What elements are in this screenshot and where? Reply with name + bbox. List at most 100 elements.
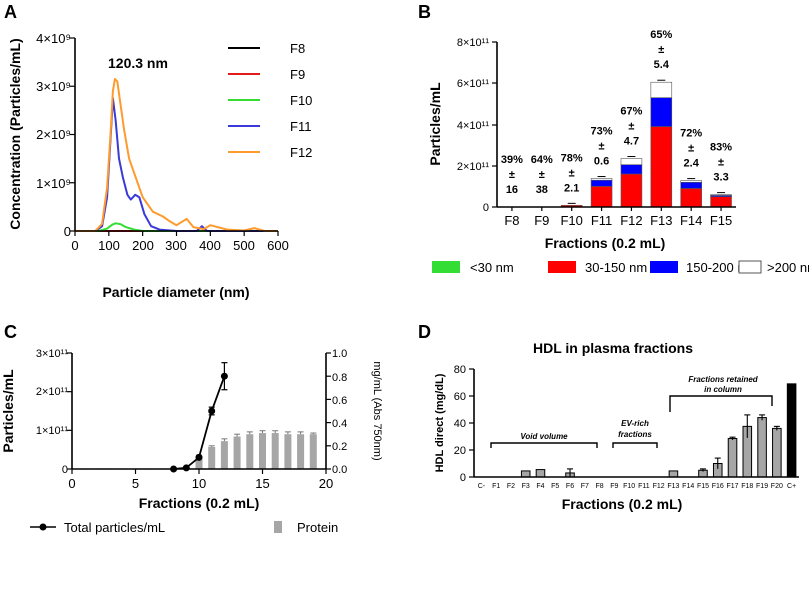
panel-d-xtick: F17 <box>726 483 738 490</box>
panel-a-ytick: 0 <box>64 224 71 239</box>
panel-c-y2tick: 0.6 <box>332 395 347 407</box>
bracket-label-ev-rich-1: EV-rich <box>621 419 649 428</box>
bar-annotation: 67% <box>620 106 642 118</box>
panel-b-letter: B <box>418 2 431 22</box>
panel-b-ytick: 6×10¹¹ <box>457 78 489 90</box>
panel-d-xtick: F13 <box>667 483 679 490</box>
panel-a-xtick: 100 <box>98 238 120 253</box>
panel-a-xtick: 0 <box>71 238 78 253</box>
panel-d-xtick: F16 <box>712 483 724 490</box>
legend-label-protein: Protein <box>297 520 338 535</box>
panel-b-xtick: F14 <box>680 213 702 228</box>
bar-annotation: ± <box>599 141 605 153</box>
protein-bar <box>233 436 241 469</box>
total-particles-point <box>208 407 216 415</box>
panel-d-xtick: C- <box>478 483 486 490</box>
legend-label-f9: F9 <box>290 67 305 82</box>
panel-d-letter: D <box>418 322 431 342</box>
panel-c-ticks <box>67 352 331 474</box>
hdl-bar-f3 <box>520 470 531 478</box>
bar-annotation: 4.7 <box>624 136 639 148</box>
panel-c-ytick: 1×10¹¹ <box>36 425 68 437</box>
bar-annotation: 72% <box>680 128 702 140</box>
panel-d-xtick: F7 <box>581 483 589 490</box>
panel-a-xtick: 400 <box>199 238 221 253</box>
panel-a-ytick: 4×10⁹ <box>36 31 71 46</box>
bar-segment-f12 <box>620 164 643 175</box>
bar-annotation: 5.4 <box>654 59 670 71</box>
panel-d-xtick: F8 <box>595 483 603 490</box>
bar-segment-f11 <box>590 179 613 187</box>
legend-label-f12: F12 <box>290 145 312 160</box>
legend-label-lt30: <30 nm <box>470 260 514 275</box>
bar-annotation: 0.6 <box>594 156 609 168</box>
bar-segment-f12 <box>620 173 643 208</box>
protein-bar <box>259 433 266 469</box>
panel-d-xtick: F5 <box>551 483 559 490</box>
protein-bar <box>195 456 203 469</box>
panel-b-xlabel: Fractions (0.2 mL) <box>545 235 666 251</box>
legend-label-f11: F11 <box>290 119 311 134</box>
panel-d-ytick: 40 <box>454 418 466 430</box>
total-particles-point <box>220 372 228 380</box>
panel-a-ytick: 2×10⁹ <box>36 127 71 142</box>
panel-c-xtick: 10 <box>192 476 206 491</box>
legend-label-f10: F10 <box>290 93 312 108</box>
panel-b-xtick: F13 <box>650 213 672 228</box>
panel-b-xtick: F8 <box>504 213 519 228</box>
panel-c-xtick: 15 <box>255 476 269 491</box>
protein-bar <box>297 434 305 469</box>
panel-a-ylabel: Concentration (Particles/mL) <box>7 38 23 229</box>
total-particles-point <box>182 464 190 472</box>
hdl-bar-f19 <box>757 417 767 478</box>
panel-d-ytick: 0 <box>460 472 466 484</box>
bar-annotation: ± <box>718 157 724 169</box>
bar-segment-f14 <box>680 188 702 208</box>
panel-d-xlabel: Fractions (0.2 mL) <box>562 496 683 512</box>
bar-annotation: 2.4 <box>684 158 700 170</box>
panel-d-xtick: F4 <box>536 483 544 490</box>
panel-a-letter: A <box>4 2 17 22</box>
bar-segment-f14 <box>680 181 702 189</box>
bar-annotation: 78% <box>561 152 583 164</box>
bracket-label-retained-1: Fractions retained <box>688 375 758 384</box>
panel-c-y2label: mg/mL (Abs 750nm) <box>371 361 383 460</box>
series-line-f11 <box>75 97 278 232</box>
panel-b-ytick: 8×10¹¹ <box>457 37 489 49</box>
hdl-bar-f4 <box>535 469 546 478</box>
panel-c: 0 1×10¹¹ 2×10¹¹ 3×10¹¹ 0.0 0.2 0.4 0.6 0… <box>0 348 383 535</box>
bar-annotation: 2.1 <box>564 182 579 194</box>
panel-c-letter: C <box>4 322 17 342</box>
panel-a: 0 1×10⁹ 2×10⁹ 3×10⁹ 4×10⁹ 0 100 200 300 … <box>7 31 312 300</box>
panel-d-xtick: F12 <box>653 483 665 490</box>
panel-a-xtick: 200 <box>132 238 154 253</box>
panel-d-ytick: 20 <box>454 445 466 457</box>
legend-label-150-200: 150-200 nm <box>686 260 755 275</box>
panel-d-xtick: F2 <box>507 483 515 490</box>
protein-bar <box>271 433 279 469</box>
bar-annotation: ± <box>688 143 694 155</box>
bar-segment-f13 <box>650 81 673 98</box>
panel-d-xtick: F14 <box>682 483 694 490</box>
panel-b: 0 2×10¹¹ 4×10¹¹ 6×10¹¹ 8×10¹¹ F8 F9 F10 F11… <box>427 29 809 275</box>
panel-d-xtick: C+ <box>787 483 796 490</box>
panel-a-ytick: 3×10⁹ <box>36 79 71 94</box>
bracket-label-ev-rich-2: fractions <box>618 430 652 439</box>
panel-d-title: HDL in plasma fractions <box>533 340 693 356</box>
bar-segment-f12 <box>620 158 643 166</box>
panel-a-xtick: 500 <box>233 238 255 253</box>
panel-d: HDL in plasma fractions 0 20 40 60 80 C-… <box>434 340 799 512</box>
panel-b-xtick: F10 <box>560 213 582 228</box>
bar-annotation: ± <box>569 167 575 179</box>
panel-d-xtick: F15 <box>697 483 709 490</box>
bar-annotation: ± <box>539 169 545 181</box>
bar-annotation: 38 <box>536 184 548 196</box>
panel-c-bars <box>81 430 317 470</box>
panel-d-xtick: F6 <box>566 483 574 490</box>
hdl-bar-f20 <box>772 427 782 478</box>
bar-segment-f15 <box>710 194 732 196</box>
bar-segment-f15 <box>710 196 732 208</box>
panel-d-xtick: F9 <box>610 483 618 490</box>
panel-d-xtick: F10 <box>623 483 635 490</box>
